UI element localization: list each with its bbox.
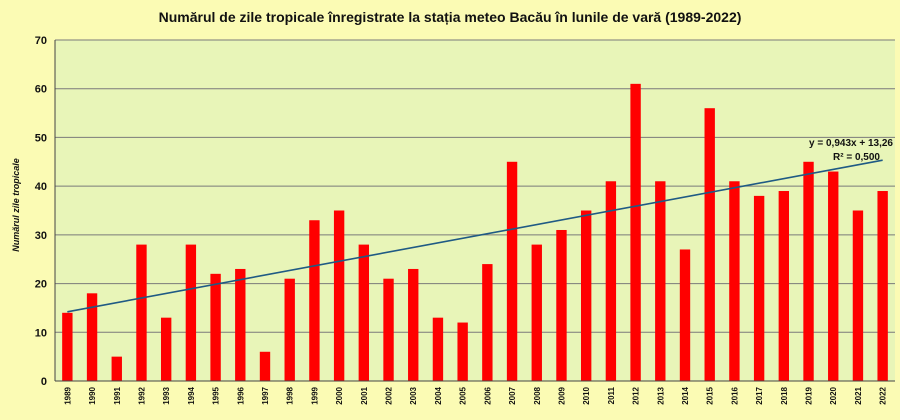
x-tick-label: 1992 xyxy=(137,386,146,404)
x-tick-label: 2012 xyxy=(632,386,641,404)
x-tick-label: 2017 xyxy=(755,386,764,404)
bar xyxy=(309,220,320,381)
bar xyxy=(630,83,641,381)
bar xyxy=(160,317,172,381)
bar xyxy=(852,210,864,381)
bar xyxy=(284,278,295,381)
y-tick-label: 50 xyxy=(35,132,47,144)
plot-area xyxy=(55,40,895,381)
x-tick-label: 2022 xyxy=(879,386,888,404)
y-tick-label: 0 xyxy=(41,376,47,388)
bar xyxy=(580,210,592,381)
x-tick-label: 1993 xyxy=(162,386,171,404)
bar xyxy=(333,210,345,381)
bar xyxy=(778,191,790,381)
y-tick-label: 40 xyxy=(35,181,47,193)
trendline-r-squared: R² = 0,500 xyxy=(833,152,880,163)
bar xyxy=(704,108,715,381)
bar xyxy=(210,273,221,381)
x-tick-label: 2003 xyxy=(409,386,418,404)
bar xyxy=(358,244,370,381)
x-tick-label: 2010 xyxy=(582,386,591,404)
trendline-group xyxy=(67,159,883,313)
y-tick-label: 70 xyxy=(35,35,47,47)
x-tick-label: 2013 xyxy=(656,386,665,404)
bar xyxy=(111,356,122,381)
x-tick-label: 2001 xyxy=(360,386,369,404)
bar xyxy=(86,293,98,381)
x-tick-label: 2011 xyxy=(607,386,616,404)
bar xyxy=(383,278,394,381)
y-tick-label: 20 xyxy=(35,279,47,291)
chart-title: Numărul de zile tropicale înregistrate l… xyxy=(159,9,742,25)
y-tick-label: 10 xyxy=(35,327,47,339)
x-tick-label: 2004 xyxy=(434,386,443,404)
bar xyxy=(506,161,518,381)
x-tick-label: 1996 xyxy=(236,386,245,404)
x-tick-label: 2016 xyxy=(730,386,739,404)
x-tick-label: 2018 xyxy=(780,386,789,404)
y-tick-label: 30 xyxy=(35,230,47,242)
bars xyxy=(62,83,888,381)
x-tick-label: 2014 xyxy=(681,386,690,404)
bar xyxy=(605,181,617,381)
y-tick-label: 60 xyxy=(35,84,47,96)
x-tick-label: 1994 xyxy=(187,386,196,404)
bar xyxy=(136,244,147,381)
bar xyxy=(62,312,73,381)
x-tick-label: 2007 xyxy=(508,386,517,404)
x-tick-label: 2006 xyxy=(483,386,492,404)
y-axis-label: Numărul zile tropicale xyxy=(11,158,21,252)
x-tick-label: 1995 xyxy=(212,386,221,404)
x-tick-label: 2002 xyxy=(385,386,394,404)
bar xyxy=(679,249,691,381)
x-tick-label: 1997 xyxy=(261,386,270,404)
bar xyxy=(655,181,666,381)
x-tick-label: 2008 xyxy=(533,386,542,404)
bar xyxy=(185,244,197,381)
x-tick-label: 2020 xyxy=(829,386,838,404)
bar xyxy=(803,161,814,381)
x-tick-label: 1991 xyxy=(113,386,122,404)
bar xyxy=(457,322,468,381)
bar xyxy=(432,317,444,381)
x-tick-label: 2021 xyxy=(854,386,863,404)
bar xyxy=(556,229,567,381)
bar xyxy=(235,268,246,381)
x-tick-label: 2000 xyxy=(335,386,344,404)
x-tick-label: 1989 xyxy=(63,386,72,404)
x-tick-label: 2015 xyxy=(706,386,715,404)
axes xyxy=(54,40,895,382)
bar xyxy=(482,264,493,381)
bar xyxy=(753,195,765,381)
bar xyxy=(729,181,740,381)
x-tick-label: 2019 xyxy=(805,386,814,404)
y-tick-labels: 0 10 20 30 40 50 60 70 xyxy=(35,35,47,388)
bar xyxy=(877,191,888,381)
bar xyxy=(531,244,542,381)
x-tick-label: 2009 xyxy=(557,386,566,404)
x-tick-labels: 1989 1990 1991 1992 1993 1994 1995 1996 1997 1998… xyxy=(63,386,887,404)
trendline-equation: y = 0,943x + 13,26 xyxy=(809,138,893,149)
x-tick-label: 2005 xyxy=(459,386,468,404)
x-tick-label: 1998 xyxy=(286,386,295,404)
bar xyxy=(828,171,839,381)
bar xyxy=(408,268,419,381)
x-tick-label: 1999 xyxy=(310,386,319,404)
bar xyxy=(259,351,271,381)
trendline xyxy=(67,159,883,313)
x-tick-label: 1990 xyxy=(88,386,97,404)
